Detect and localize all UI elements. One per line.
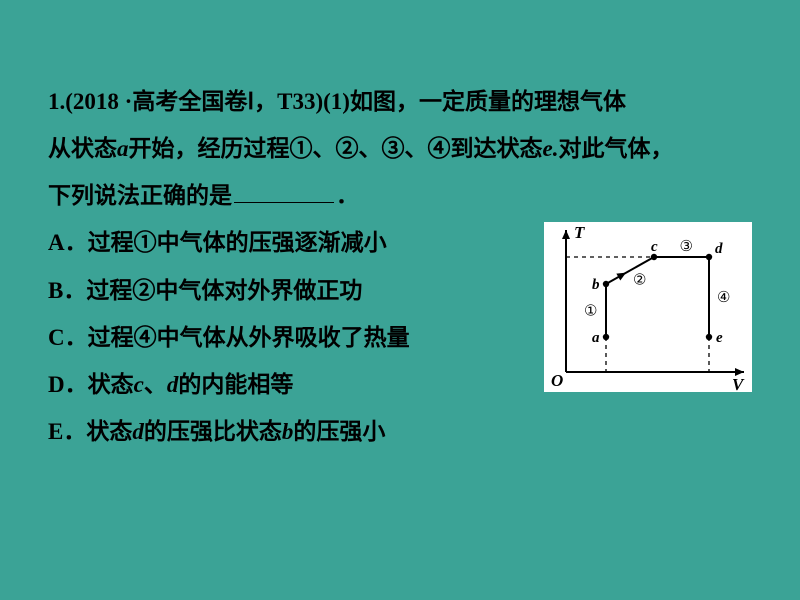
question-line3: 下列说法正确的是 ．: [48, 172, 764, 219]
optD-mid: 、: [144, 372, 167, 397]
svg-text:d: d: [715, 241, 723, 257]
svg-text:①: ①: [584, 304, 597, 320]
svg-text:e: e: [716, 330, 723, 346]
question-stem: 1.(2018 ·高考全国卷Ⅰ，T33)(1)如图，一定质量的理想气体: [48, 78, 764, 125]
q-number: 1.: [48, 89, 65, 114]
optC-text: 过程④中气体从外界吸收了热量: [88, 325, 410, 350]
optD-post: 的内能相等: [178, 372, 293, 397]
q-l2b: 开始，经历过程①、②、③、④到达状态: [129, 136, 543, 161]
svg-text:T: T: [574, 223, 585, 242]
optD-prefix: D．: [48, 372, 88, 397]
q-l3: 下列说法正确的是: [48, 183, 232, 208]
optB-text: 过程②中气体对外界做正功: [86, 278, 362, 303]
answer-blank: [234, 180, 334, 203]
q-source: (2018 ·高考全国卷Ⅰ，: [65, 89, 277, 114]
svg-text:④: ④: [717, 290, 730, 306]
optD-c: c: [134, 372, 144, 397]
option-E: E．状态d的压强比状态b的压强小: [48, 408, 764, 455]
optE-pre: 状态: [86, 419, 132, 444]
q-l2a: 从状态: [48, 136, 117, 161]
svg-text:③: ③: [680, 239, 693, 255]
state-a: a: [117, 136, 129, 161]
optD-d: d: [167, 372, 179, 397]
q-l2c: 对此气体，: [558, 136, 673, 161]
optD-pre: 状态: [88, 372, 134, 397]
optC-prefix: C．: [48, 325, 88, 350]
optE-d: d: [132, 419, 144, 444]
svg-text:b: b: [592, 277, 600, 293]
svg-text:②: ②: [633, 273, 646, 289]
optE-post: 的压强小: [293, 419, 385, 444]
question-line2: 从状态a开始，经历过程①、②、③、④到达状态e.对此气体，: [48, 125, 764, 172]
optB-prefix: B．: [48, 278, 86, 303]
tv-diagram: T V Oa b c d e ① ② ③ ④: [544, 222, 752, 392]
svg-text:V: V: [732, 375, 745, 392]
q-code: T33)(1): [277, 89, 350, 114]
q-period: ．: [336, 183, 359, 208]
svg-text:a: a: [592, 330, 600, 346]
svg-text:O: O: [551, 371, 563, 390]
q-intro: 如图，一定质量的理想气体: [350, 89, 626, 114]
optE-b: b: [282, 419, 294, 444]
state-e: e.: [543, 136, 559, 161]
optA-prefix: A．: [48, 230, 88, 255]
optE-prefix: E．: [48, 419, 86, 444]
tv-svg: T V Oa b c d e ① ② ③ ④: [544, 222, 752, 392]
svg-text:c: c: [651, 239, 658, 255]
optA-text: 过程①中气体的压强逐渐减小: [88, 230, 387, 255]
optE-mid: 的压强比状态: [144, 419, 282, 444]
